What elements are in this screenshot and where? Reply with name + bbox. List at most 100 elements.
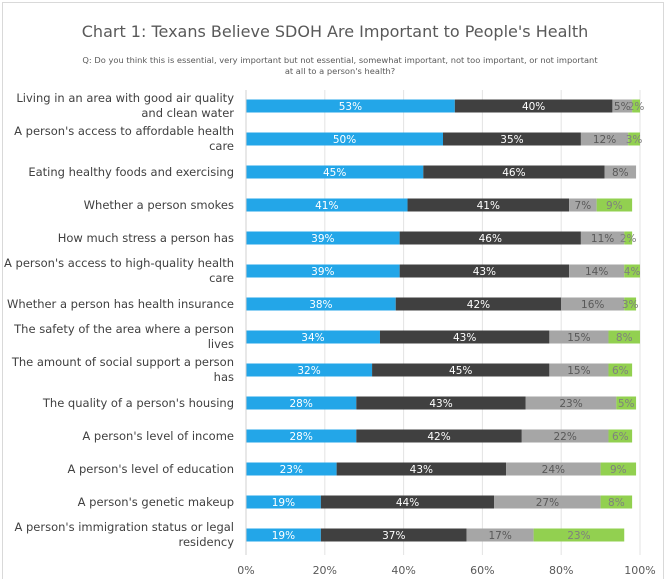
bar-segment xyxy=(246,297,396,311)
category-label: A person's genetic makeup xyxy=(77,494,234,509)
data-label: 27% xyxy=(536,497,559,509)
bar-segment xyxy=(569,264,625,278)
data-label: 15% xyxy=(567,365,590,377)
bar-segment xyxy=(399,264,570,278)
data-label: 42% xyxy=(467,299,490,311)
bar-segment xyxy=(336,462,507,476)
data-label: 23% xyxy=(280,464,303,476)
data-label: 46% xyxy=(479,233,502,245)
data-label: 3% xyxy=(626,134,643,146)
bar-segment xyxy=(246,231,400,245)
bar-segment xyxy=(356,396,526,410)
bar-segment xyxy=(399,231,581,245)
bar-segment xyxy=(356,429,522,443)
data-label: 28% xyxy=(289,431,312,443)
bar-segment xyxy=(624,231,633,245)
x-tick-label: 60% xyxy=(470,564,494,577)
data-label: 6% xyxy=(612,365,629,377)
bar-segment xyxy=(246,396,357,410)
x-tick-label: 40% xyxy=(391,564,415,577)
data-label: 38% xyxy=(309,299,332,311)
chart-subtitle: Q: Do you think this is essential, very … xyxy=(82,55,598,76)
data-label: 53% xyxy=(339,101,362,113)
bar-segment xyxy=(423,165,605,179)
bar-segment xyxy=(580,132,629,146)
data-label: 16% xyxy=(581,299,604,311)
bar-segment xyxy=(246,264,400,278)
data-label: 5% xyxy=(618,398,635,410)
bar-segment xyxy=(580,231,625,245)
bar-segment xyxy=(525,396,617,410)
bar-segment xyxy=(246,462,337,476)
data-label: 2% xyxy=(628,101,645,113)
bar-segment xyxy=(624,297,637,311)
bar-segment xyxy=(246,165,424,179)
bar-segment xyxy=(608,429,633,443)
data-label: 19% xyxy=(272,530,295,542)
bar-segment xyxy=(395,297,562,311)
x-tick-label: 0% xyxy=(237,564,254,577)
x-tick-label: 80% xyxy=(549,564,573,577)
data-label: 50% xyxy=(333,134,356,146)
bar-segment xyxy=(632,99,640,113)
data-label: 8% xyxy=(612,167,629,179)
bar-segment xyxy=(379,330,550,344)
bar-segment xyxy=(608,330,640,344)
bar-segment xyxy=(506,462,601,476)
chart-title: Chart 1: Texans Believe SDOH Are Importa… xyxy=(81,22,589,41)
data-label: 34% xyxy=(301,332,324,344)
data-label: 41% xyxy=(477,200,500,212)
bar-segment xyxy=(372,363,550,377)
category-label: The safety of the area where a person li… xyxy=(14,322,234,351)
data-label: 12% xyxy=(593,134,616,146)
bar-segment xyxy=(561,297,625,311)
data-label: 9% xyxy=(606,200,623,212)
data-label: 22% xyxy=(553,431,576,443)
data-label: 3% xyxy=(622,299,639,311)
data-label: 23% xyxy=(567,530,590,542)
bar-segment xyxy=(246,528,321,542)
bar-segment xyxy=(624,264,640,278)
data-label: 9% xyxy=(610,464,627,476)
bar-segment xyxy=(616,396,637,410)
bar-segment xyxy=(600,462,637,476)
category-label: A person's immigration status or legal r… xyxy=(14,520,234,549)
bar-segment xyxy=(533,528,625,542)
bar-segment xyxy=(246,330,380,344)
data-label: 4% xyxy=(624,266,641,278)
data-label: 35% xyxy=(500,134,523,146)
data-label: 41% xyxy=(315,200,338,212)
data-label: 17% xyxy=(488,530,511,542)
bar-segment xyxy=(246,198,408,212)
category-label: A person's level of education xyxy=(67,461,234,476)
category-label: Eating healthy foods and exercising xyxy=(28,164,234,179)
category-label: A person's access to high-quality health… xyxy=(4,256,234,285)
data-label: 32% xyxy=(297,365,320,377)
data-label: 43% xyxy=(410,464,433,476)
category-label: How much stress a person has xyxy=(57,230,234,245)
bar-segment xyxy=(569,198,597,212)
data-label: 23% xyxy=(559,398,582,410)
data-label: 11% xyxy=(591,233,614,245)
data-label: 37% xyxy=(382,530,405,542)
data-label: 15% xyxy=(567,332,590,344)
bar-segment xyxy=(320,495,495,509)
bar-segment xyxy=(466,528,534,542)
bar-segment xyxy=(628,132,640,146)
data-label: 2% xyxy=(620,233,637,245)
data-label: 6% xyxy=(612,431,629,443)
data-label: 45% xyxy=(323,167,346,179)
bar-segment xyxy=(521,429,609,443)
category-label: A person's level of income xyxy=(82,428,234,443)
data-label: 14% xyxy=(585,266,608,278)
data-label: 7% xyxy=(575,200,592,212)
bar-segment xyxy=(320,528,467,542)
bar-segment xyxy=(454,99,613,113)
data-label: 39% xyxy=(311,266,334,278)
data-label: 5% xyxy=(614,101,631,113)
bar-segment xyxy=(246,429,357,443)
data-label: 46% xyxy=(502,167,525,179)
data-label: 19% xyxy=(272,497,295,509)
